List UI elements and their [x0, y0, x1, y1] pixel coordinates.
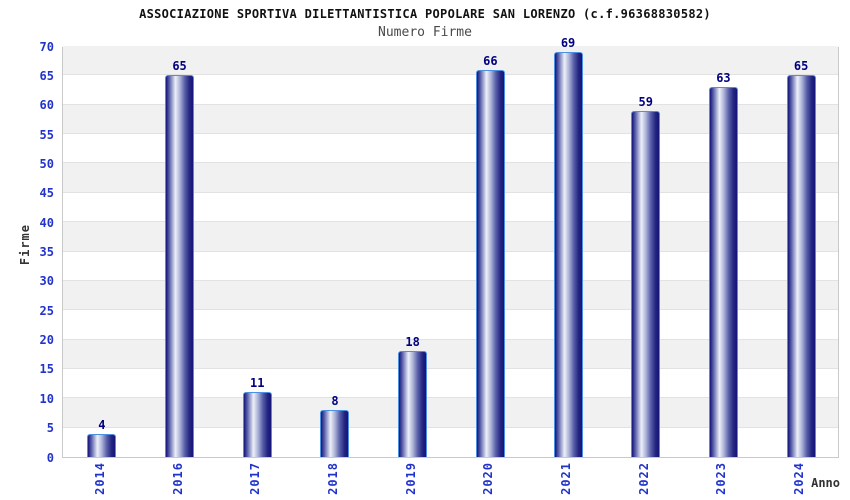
bar-value-label: 18	[405, 335, 420, 350]
y-tick-label: 0	[46, 450, 54, 465]
bar-value-label: 11	[250, 376, 265, 391]
y-tick-label: 65	[39, 68, 54, 83]
y-tick-label: 55	[39, 127, 54, 142]
x-tick-label: 2017	[248, 462, 263, 495]
bar-2024	[786, 75, 816, 457]
bar-2018	[320, 410, 350, 457]
grid-line	[63, 279, 838, 281]
bar-value-label: 8	[331, 394, 339, 409]
grid-line	[63, 162, 838, 164]
bar-value-label: 65	[172, 59, 187, 74]
grid-line	[63, 103, 838, 105]
y-tick-label: 70	[39, 39, 54, 54]
bar-2017	[242, 392, 272, 457]
bar-2019	[398, 351, 428, 457]
bar-2020	[475, 69, 505, 457]
x-tick-label: 2016	[170, 462, 185, 495]
bar-value-label: 65	[793, 59, 809, 74]
x-tick-label: 2021	[559, 462, 574, 495]
plot-area: 4 65 11 8 18 66 69 59 63 65	[62, 36, 839, 458]
bar-value-label: 66	[483, 53, 498, 68]
chart-subtitle: Numero Firme	[378, 25, 472, 40]
grid-line	[63, 338, 838, 340]
y-tick-label: 25	[39, 303, 54, 318]
x-tick-label: 2020	[481, 462, 496, 495]
y-tick-label: 35	[39, 245, 54, 259]
y-tick-label: 30	[39, 274, 54, 289]
bar-2023	[708, 87, 738, 457]
bar-value-label: 59	[638, 94, 653, 109]
bar-2016	[165, 75, 195, 457]
x-tick-label: 2022	[636, 462, 651, 495]
y-tick-label: 45	[39, 186, 54, 201]
bar-2021	[553, 51, 583, 457]
x-tick-label: 2024	[792, 462, 807, 495]
bar-2014	[87, 433, 117, 457]
grid-line	[63, 250, 838, 252]
x-axis-label: Anno	[811, 476, 840, 490]
grid-line	[63, 426, 838, 428]
y-tick-label: 5	[46, 421, 54, 436]
bar-value-label: 63	[716, 71, 731, 86]
grid-line	[63, 309, 838, 311]
y-tick-label: 40	[39, 215, 54, 230]
grid-line	[63, 221, 838, 223]
bar-value-label: 4	[98, 417, 106, 432]
grid-line	[63, 367, 838, 369]
y-tick-label: 60	[39, 98, 54, 113]
grid-line	[63, 397, 838, 399]
x-tick-label: 2018	[325, 462, 340, 495]
y-tick-label: 50	[39, 156, 54, 171]
x-tick-label: 2023	[714, 462, 729, 495]
bar-2022	[631, 110, 661, 457]
chart-title: ASSOCIAZIONE SPORTIVA DILETTANTISTICA PO…	[139, 7, 711, 21]
plot-band	[63, 46, 838, 76]
x-tick-label: 2019	[403, 462, 418, 495]
bar-value-label: 69	[560, 35, 576, 50]
grid-line	[63, 133, 838, 135]
x-tick-label: 2014	[92, 462, 107, 495]
y-tick-label: 20	[39, 333, 54, 348]
grid-line	[63, 74, 838, 76]
grid-line	[63, 191, 838, 193]
y-tick-label: 15	[39, 362, 54, 377]
y-tick-label: 10	[39, 391, 54, 406]
